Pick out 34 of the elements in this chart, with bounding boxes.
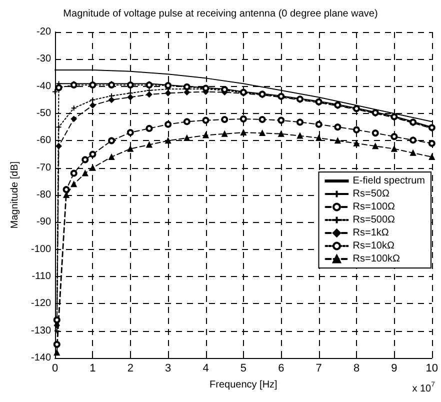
y-axis-title: Magnitude [dB] bbox=[10, 161, 21, 229]
x-tick-label: 9 bbox=[391, 362, 398, 374]
y-tick-label: -120 bbox=[30, 298, 52, 310]
x-tick-label: 7 bbox=[316, 362, 322, 374]
x-tick-label: 6 bbox=[278, 362, 284, 374]
chart-title: Magnitude of voltage pulse at receiving antenna (0 degree plane wave) bbox=[63, 8, 378, 20]
x-tick-label: 1 bbox=[90, 362, 96, 374]
x-tick-label: 8 bbox=[353, 362, 360, 374]
legend-label: E-field spectrum bbox=[352, 176, 426, 186]
y-tick-label: -40 bbox=[36, 80, 52, 92]
y-tick-label: -50 bbox=[36, 108, 52, 119]
legend-label: Rs=10kΩ bbox=[352, 240, 395, 252]
y-tick-label: -110 bbox=[32, 271, 52, 282]
y-tick-label: -100 bbox=[30, 244, 52, 255]
legend-label: Rs=100kΩ bbox=[352, 254, 400, 264]
y-tick-label: -140 bbox=[30, 352, 52, 364]
y-tick-label: -20 bbox=[36, 26, 52, 38]
legend-label: Rs=500Ω bbox=[352, 214, 396, 226]
x-tick-label: 5 bbox=[240, 362, 247, 374]
legend-label: Rs=50Ω bbox=[352, 188, 390, 200]
y-tick-label: -90 bbox=[36, 216, 52, 228]
x-tick-label: 0 bbox=[52, 362, 58, 374]
legend-label: Rs=1kΩ bbox=[352, 228, 390, 238]
y-tick-label: -60 bbox=[36, 135, 52, 146]
y-tick-label: -130 bbox=[30, 325, 52, 336]
x-tick-label: 3 bbox=[165, 362, 172, 374]
x-tick-label: 10 bbox=[426, 362, 438, 374]
x-tick-label: 2 bbox=[127, 362, 134, 374]
x-tick-label: 4 bbox=[202, 362, 209, 374]
x-axis-title: Frequency [Hz] bbox=[210, 380, 278, 390]
y-tick-label: -30 bbox=[36, 54, 52, 65]
y-tick-label: -70 bbox=[36, 162, 52, 174]
y-tick-label: -80 bbox=[36, 190, 52, 200]
legend-label: Rs=100Ω bbox=[352, 202, 396, 212]
